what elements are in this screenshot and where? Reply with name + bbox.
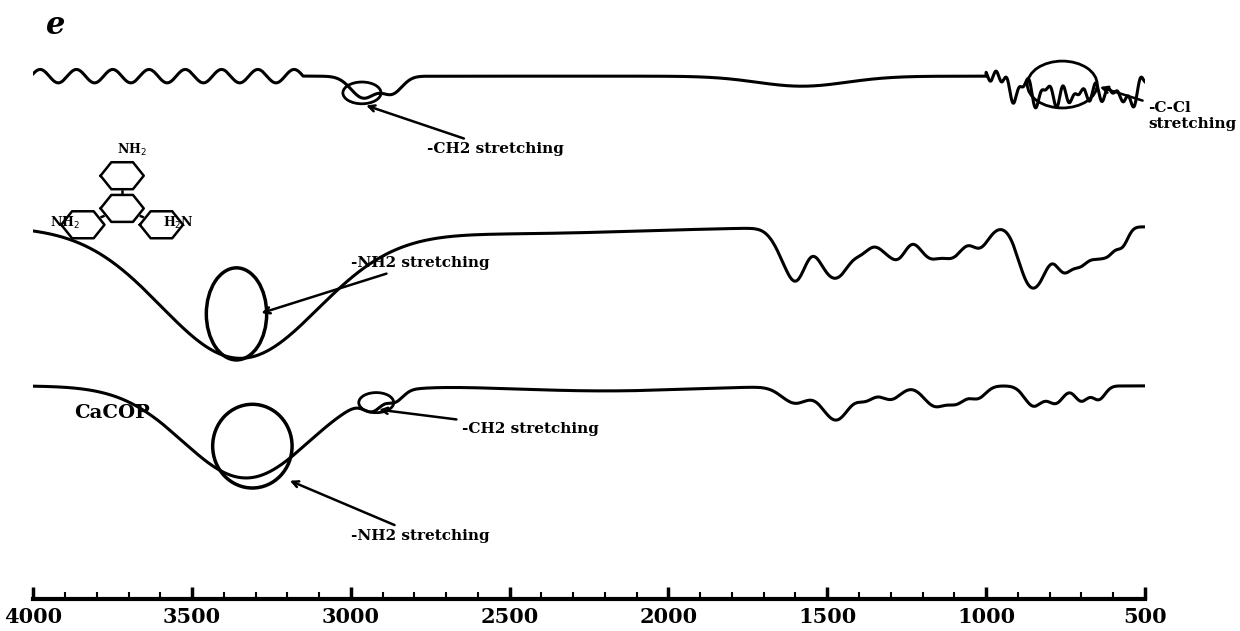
Text: -CH2 stretching: -CH2 stretching [368, 105, 564, 156]
Text: -CH2 stretching: -CH2 stretching [382, 408, 599, 436]
Text: e: e [46, 11, 66, 42]
Text: NH$_2$: NH$_2$ [117, 141, 146, 158]
Text: -NH2 stretching: -NH2 stretching [293, 481, 490, 543]
Text: -NH2 stretching: -NH2 stretching [264, 256, 490, 314]
Text: CaCOP: CaCOP [74, 404, 150, 422]
Text: NH$_2$: NH$_2$ [50, 215, 81, 230]
Text: H$_2$N: H$_2$N [164, 215, 195, 230]
Text: -C-Cl
stretching: -C-Cl stretching [1102, 87, 1236, 131]
